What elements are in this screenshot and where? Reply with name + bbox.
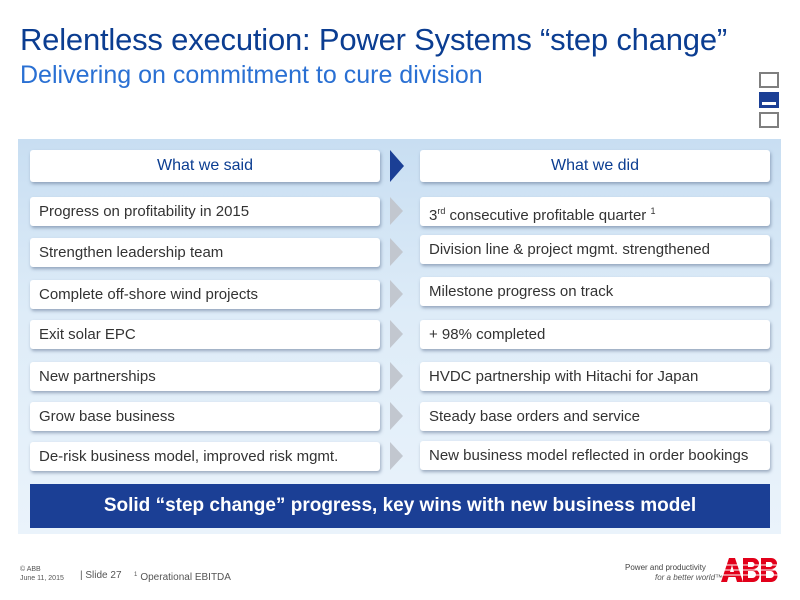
abb-tagline: Power and productivity for a better worl… xyxy=(625,563,723,583)
nav-square-3 xyxy=(759,112,779,128)
did-item-1-ordinal: rd xyxy=(437,206,446,216)
did-item-4: + 98% completed xyxy=(420,320,770,349)
row-arrow-icon xyxy=(390,280,403,308)
nav-square-1 xyxy=(759,72,779,88)
did-item-7: New business model reflected in order bo… xyxy=(420,441,770,470)
said-item-5: New partnerships xyxy=(30,362,380,391)
slide-title: Relentless execution: Power Systems “ste… xyxy=(20,22,727,57)
header-what-we-said: What we said xyxy=(30,150,380,182)
row-arrow-icon xyxy=(390,238,403,266)
said-item-1: Progress on profitability in 2015 xyxy=(30,197,380,226)
footnote-text: Operational EBITDA xyxy=(140,572,231,583)
header-what-we-did: What we did xyxy=(420,150,770,182)
footer-slide-number: | Slide 27 xyxy=(80,570,122,581)
section-navigator xyxy=(759,72,779,132)
footnote-mark: 1 xyxy=(134,572,138,578)
said-item-6: Grow base business xyxy=(30,402,380,431)
did-item-1-footnote-mark: 1 xyxy=(650,206,656,216)
slide-subtitle: Delivering on commitment to cure divisio… xyxy=(20,61,483,89)
tagline-line-2: for a better world™ xyxy=(655,573,724,582)
row-arrow-icon xyxy=(390,320,403,348)
said-item-7: De-risk business model, improved risk mg… xyxy=(30,442,380,471)
header-arrow-icon xyxy=(390,150,404,182)
footer-footnote: 1 Operational EBITDA xyxy=(134,572,231,583)
nav-square-2-active xyxy=(759,92,779,108)
tagline-line-1: Power and productivity xyxy=(625,563,706,572)
row-arrow-icon xyxy=(390,402,403,430)
did-item-6: Steady base orders and service xyxy=(420,402,770,431)
did-item-2: Division line & project mgmt. strengthen… xyxy=(420,235,770,264)
footer-copyright: © ABB xyxy=(20,566,41,573)
did-item-1-text: consecutive profitable quarter xyxy=(445,207,651,224)
abb-logo-icon xyxy=(721,558,781,582)
did-item-3: Milestone progress on track xyxy=(420,277,770,306)
said-item-2: Strengthen leadership team xyxy=(30,238,380,267)
row-arrow-icon xyxy=(390,442,403,470)
summary-banner: Solid “step change” progress, key wins w… xyxy=(30,484,770,528)
said-item-3: Complete off-shore wind projects xyxy=(30,280,380,309)
row-arrow-icon xyxy=(390,362,403,390)
did-item-1: 3rd consecutive profitable quarter 1 xyxy=(420,197,770,226)
did-item-1-number: 3 xyxy=(429,207,438,224)
footer-date: June 11, 2015 xyxy=(20,575,64,582)
did-item-5: HVDC partnership with Hitachi for Japan xyxy=(420,362,770,391)
said-item-4: Exit solar EPC xyxy=(30,320,380,349)
row-arrow-icon xyxy=(390,197,403,225)
